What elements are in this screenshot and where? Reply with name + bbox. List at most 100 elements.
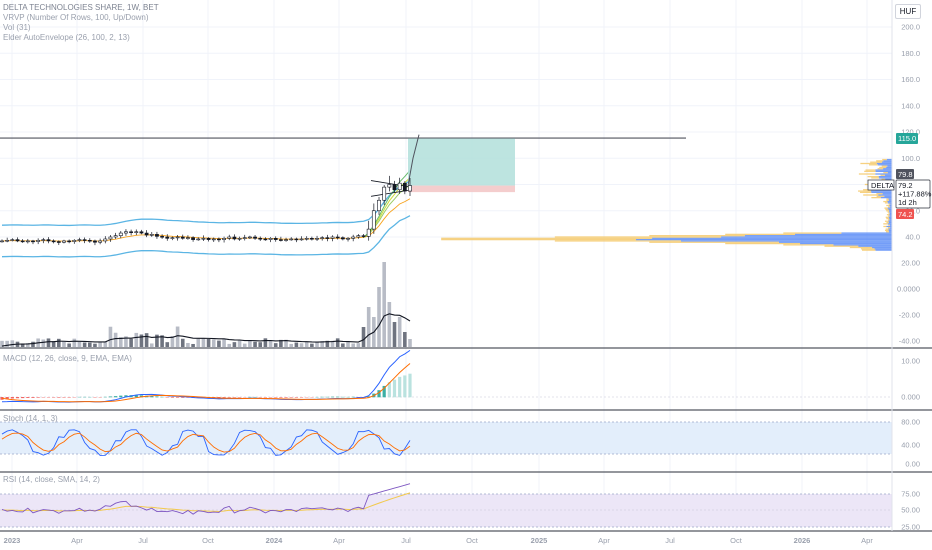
vrvp-row-down	[865, 169, 876, 171]
vrvp-row-up	[875, 170, 892, 173]
vrvp-row-down	[860, 248, 875, 250]
vrvp-row-up	[883, 168, 892, 170]
last-price-badge: 79.2+117.88%1d 2h	[895, 179, 932, 209]
volume-tick-label: -40.00	[899, 337, 920, 346]
vrvp-row-down	[884, 202, 888, 204]
candle-body	[232, 236, 237, 240]
candle-body	[165, 236, 170, 239]
volume-bar	[279, 339, 283, 347]
vrvp-row-down	[888, 224, 890, 226]
volume-bar	[62, 341, 66, 347]
vrvp-row-up	[889, 212, 892, 215]
candle-body	[289, 238, 294, 241]
vrvp-row-down	[886, 210, 890, 212]
candle-body	[170, 237, 175, 239]
macd-histogram-bar	[21, 397, 25, 399]
candle-body	[206, 238, 211, 240]
candle-body	[242, 237, 247, 239]
volume-bar	[377, 287, 381, 347]
vrvp-row-up	[841, 232, 892, 234]
vrvp-row-down	[876, 193, 883, 195]
candle-body	[31, 240, 35, 243]
indicator-vrvp[interactable]: VRVP (Number Of Rows, 100, Up/Down)	[3, 13, 149, 22]
macd-histogram-bar	[222, 397, 226, 398]
volume-bar	[10, 340, 15, 347]
macd-histogram-bar	[119, 395, 123, 398]
vrvp-row-up	[888, 228, 892, 230]
volume-bar	[263, 338, 268, 347]
candle-body	[134, 231, 139, 233]
macd-histogram-bar	[67, 397, 71, 398]
vrvp-row-up	[884, 174, 892, 176]
candle-body	[392, 184, 397, 191]
vrvp-row-down	[886, 204, 890, 207]
vrvp-row-down	[725, 233, 796, 236]
vrvp-row-down	[877, 168, 884, 170]
candle-body	[5, 239, 10, 242]
candle-body	[366, 228, 371, 237]
time-tick-label: 2023	[4, 536, 21, 545]
vrvp-row-down	[881, 178, 886, 180]
vrvp-row-down	[860, 162, 877, 165]
volume-bar	[315, 342, 319, 347]
volume-bar	[320, 341, 325, 347]
macd-histogram-bar	[181, 397, 185, 398]
vrvp-row-up	[886, 158, 892, 161]
macd-histogram-bar	[175, 397, 180, 398]
time-tick-label: 2024	[266, 536, 284, 545]
vrvp-row-down	[887, 219, 890, 221]
volume-bar	[5, 340, 9, 347]
candle-body	[180, 236, 185, 239]
candle-body	[108, 236, 113, 240]
candle-body	[155, 234, 159, 237]
stoch-pane-title[interactable]: Stoch (14, 1, 3)	[3, 414, 58, 423]
candle-body	[227, 236, 232, 239]
last-price-badge-text: 1d 2h	[898, 198, 917, 207]
vrvp-row-up	[870, 190, 892, 192]
macd-histogram-bar	[382, 385, 386, 398]
time-tick-label: Jul	[138, 536, 148, 545]
low-price-badge: 74.2	[896, 209, 914, 219]
vrvp-row-up	[882, 193, 892, 195]
indicator-vol[interactable]: Vol (31)	[3, 23, 31, 32]
time-tick-label: 2025	[531, 536, 548, 545]
macd-tick-label: 10.00	[901, 357, 920, 366]
time-tick-label: Jul	[665, 536, 675, 545]
envelope-fan-line	[363, 177, 411, 238]
rsi-pane-title[interactable]: RSI (14, close, SMA, 14, 2)	[3, 475, 100, 484]
volume-bar	[0, 340, 4, 347]
volume-bar	[330, 340, 335, 347]
vrvp-row-up	[887, 223, 892, 225]
stoch-d-line	[1, 432, 411, 453]
vrvp-row-up	[886, 225, 892, 228]
candle-body	[62, 240, 66, 243]
vrvp-row-up	[889, 204, 892, 207]
volume-bar	[397, 317, 402, 347]
volume-bar	[160, 335, 164, 347]
high-price-badge-box	[896, 169, 914, 179]
currency-selector[interactable]: HUF	[895, 4, 921, 19]
vrvp-row-up	[889, 219, 892, 221]
price-tick-label: 40.0	[905, 233, 920, 242]
volume-bar	[103, 341, 108, 347]
vrvp-row-up	[888, 216, 892, 218]
volume-bar	[242, 343, 247, 347]
vrvp-row-down	[649, 235, 745, 237]
volume-bar	[237, 340, 242, 347]
candle-body	[67, 240, 72, 243]
vrvp-row-up	[635, 238, 892, 241]
indicator-elder-envelope[interactable]: Elder AutoEnvelope (26, 100, 2, 13)	[3, 33, 130, 42]
vrvp-row-down	[554, 236, 722, 238]
macd-histogram-bar	[284, 397, 288, 398]
vrvp-row-up	[878, 175, 892, 178]
candle-body	[371, 210, 376, 230]
candle-body	[51, 240, 56, 243]
vrvp-row-up	[890, 227, 892, 229]
volume-bar	[134, 332, 139, 347]
macd-histogram-bar	[392, 379, 397, 398]
vrvp-row-up	[800, 242, 892, 245]
vrvp-row-down	[883, 172, 888, 174]
macd-pane-title[interactable]: MACD (12, 26, close, 9, EMA, EMA)	[3, 354, 132, 363]
envelope-fan-line	[363, 170, 411, 238]
